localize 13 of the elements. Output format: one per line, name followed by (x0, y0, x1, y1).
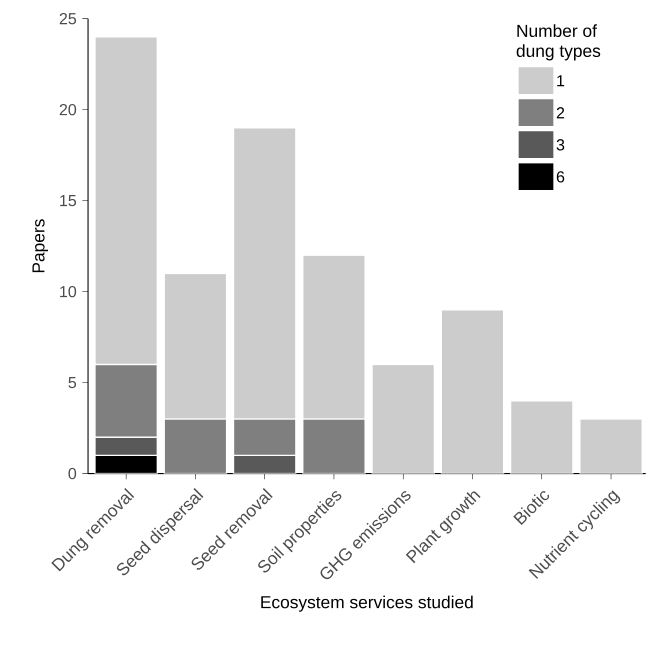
legend-title: Number of dung types (516, 24, 600, 60)
legend-label: 3 (556, 139, 564, 151)
y-tick-label: 15 (60, 195, 76, 206)
y-tick-label: 20 (60, 104, 76, 116)
y-axis-title: Papers (32, 219, 48, 272)
legend-label: 2 (556, 107, 564, 118)
legend-label: 1 (557, 75, 564, 86)
y-tick-label: 5 (68, 377, 76, 388)
legend-label: 6 (556, 171, 564, 183)
y-tick-label: 10 (60, 286, 76, 298)
y-tick-label: 0 (68, 468, 76, 480)
y-tick-label: 25 (60, 13, 76, 24)
x-axis-title: Ecosystem services studied (261, 596, 473, 612)
